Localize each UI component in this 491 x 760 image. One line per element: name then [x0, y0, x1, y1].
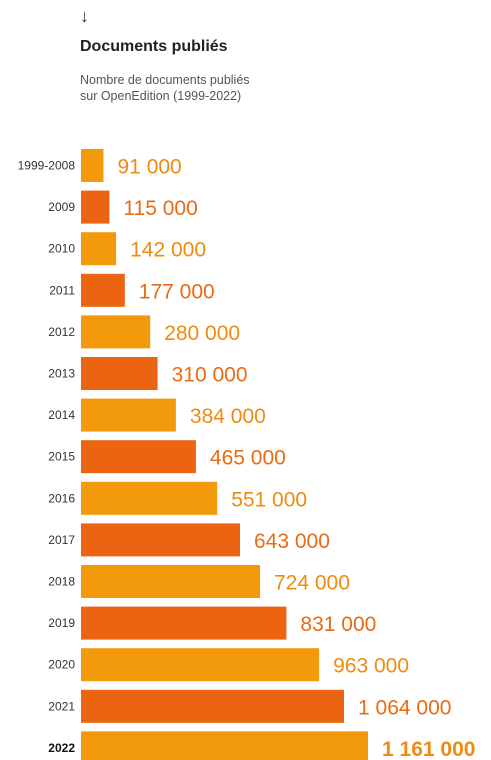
category-label-2019: 2019 [48, 616, 75, 630]
bar-2009 [81, 190, 110, 224]
bar-2014 [81, 398, 176, 432]
category-label-1999-2008: 1999-2008 [18, 159, 76, 173]
value-label-2016: 551 000 [231, 488, 307, 511]
bar-2017 [81, 523, 240, 557]
value-label-2021: 1 064 000 [358, 696, 451, 719]
value-label-2015: 465 000 [210, 447, 286, 470]
value-label-2022: 1 161 000 [382, 738, 475, 760]
bar-2013 [81, 357, 158, 390]
category-label-2011: 2011 [49, 283, 75, 297]
category-label-2016: 2016 [48, 491, 75, 505]
value-label-2011: 177 000 [139, 280, 215, 303]
bar-2021 [81, 689, 344, 723]
category-label-2014: 2014 [48, 408, 75, 422]
category-label-2012: 2012 [48, 325, 75, 339]
bar-2011 [81, 273, 125, 307]
bar-2015 [81, 440, 196, 474]
subtitle-line-2: sur OpenEdition (1999-2022) [80, 89, 242, 103]
bar-2012 [81, 315, 151, 349]
value-label-2014: 384 000 [190, 405, 266, 428]
category-label-2010: 2010 [48, 242, 75, 256]
category-label-2021: 2021 [48, 699, 75, 713]
category-label-2020: 2020 [48, 658, 75, 672]
category-label-2013: 2013 [48, 367, 75, 381]
chart-subtitle: Nombre de documents publiés sur OpenEdit… [80, 72, 340, 104]
value-label-2019: 831 000 [300, 613, 376, 636]
down-arrow-icon: ↓ [80, 6, 89, 26]
bar-2019 [81, 606, 287, 640]
bar-2010 [81, 232, 117, 266]
value-label-2017: 643 000 [254, 530, 330, 553]
category-label-2018: 2018 [48, 575, 75, 589]
value-label-2012: 280 000 [164, 322, 240, 345]
category-label-2022: 2022 [48, 741, 75, 755]
bar-2020 [81, 648, 320, 682]
category-label-2015: 2015 [48, 450, 75, 464]
category-label-2009: 2009 [48, 200, 75, 214]
bar-2018 [81, 565, 260, 598]
subtitle-line-1: Nombre de documents publiés [80, 73, 250, 87]
value-label-1999-2008: 91 000 [118, 156, 182, 179]
category-label-2017: 2017 [48, 533, 75, 547]
bar-2016 [81, 481, 218, 515]
value-label-2020: 963 000 [333, 655, 409, 678]
bar-2022 [81, 731, 368, 760]
chart-title: Documents publiés [80, 38, 228, 55]
value-label-2013: 310 000 [172, 364, 248, 387]
value-label-2009: 115 000 [123, 197, 197, 220]
bar-1999-2008 [81, 149, 104, 182]
value-label-2018: 724 000 [274, 572, 350, 595]
value-label-2010: 142 000 [130, 239, 206, 262]
